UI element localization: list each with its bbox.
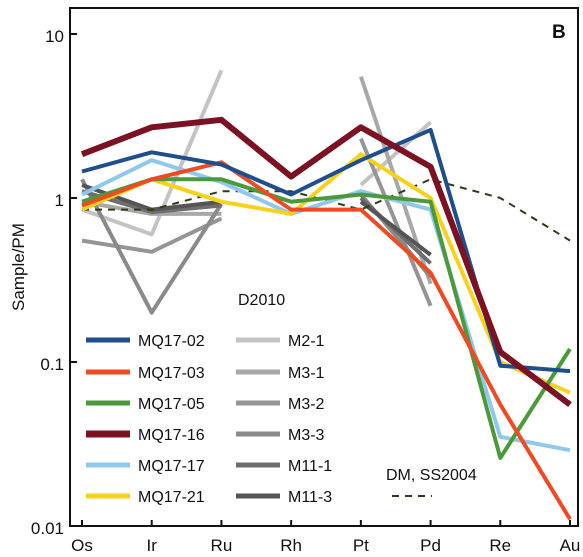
- legend-label-mq17-16: MQ17-16: [138, 427, 205, 444]
- series-line-mq17-17: [81, 158, 571, 453]
- series-line-m11-3: [359, 200, 432, 257]
- legend-label-mq17-21: MQ17-21: [138, 489, 205, 506]
- y-tick-label: 0.1: [40, 355, 64, 374]
- legend-label-mq17-02: MQ17-02: [138, 333, 205, 350]
- legend-label-mq17-03: MQ17-03: [138, 365, 205, 382]
- x-tick-label-pd: Pd: [420, 536, 441, 555]
- legend: MQ17-02 MQ17-03 MQ17-05 MQ17-16 MQ17-17 MQ17-…: [86, 333, 477, 506]
- plot-area-frame: [69, 7, 579, 527]
- series-line-mq17-03: [81, 160, 572, 521]
- series-line-mq17-16: [80, 116, 572, 407]
- y-tick-label: 10: [45, 27, 64, 46]
- legend-label-m11-3: M11-3: [288, 489, 332, 506]
- series-line-mq17-05: [81, 177, 572, 460]
- y-axis-title: Sample/PM: [9, 223, 28, 311]
- x-tick-label-os: Os: [71, 536, 93, 555]
- legend-label-m2-1: M2-1: [288, 333, 325, 350]
- x-tick-label-au: Au: [560, 536, 581, 555]
- panel-label: B: [552, 22, 566, 43]
- y-tick-label: 0.01: [31, 519, 64, 538]
- series-line-m3-3: [80, 178, 224, 315]
- legend-label-m3-1: M3-1: [288, 365, 325, 382]
- series-layer: [80, 69, 572, 521]
- x-tick-label-re: Re: [489, 536, 511, 555]
- reference-annotation: D2010: [238, 292, 285, 309]
- legend-label-m11-1: M11-1: [288, 458, 332, 475]
- series-line-m3-1: [359, 75, 433, 285]
- series-line-mq17-21: [81, 152, 571, 395]
- x-tick-label-ru: Ru: [211, 536, 233, 555]
- series-line-dm-ss2004: [82, 178, 571, 242]
- series-line-m3-2: [359, 137, 433, 307]
- legend-label-mq17-05: MQ17-05: [138, 396, 205, 413]
- legend-label-m3-3: M3-3: [288, 427, 325, 444]
- x-tick-label-ir: Ir: [147, 536, 158, 555]
- y-tick-label: 1: [55, 191, 64, 210]
- x-tick-label-rh: Rh: [280, 536, 302, 555]
- x-tick-label-pt: Pt: [353, 536, 369, 555]
- legend-label-dm-ss2004: DM, SS2004: [386, 467, 477, 484]
- legend-label-m3-2: M3-2: [288, 396, 325, 413]
- axis-layer: 10 1 0.1 0.01 Os Ir Ru Rh Pt Pd Re Au: [31, 27, 580, 555]
- series-line-m2-1: [359, 120, 432, 187]
- legend-label-mq17-17: MQ17-17: [138, 458, 205, 475]
- series-line-m3-2: [81, 216, 223, 254]
